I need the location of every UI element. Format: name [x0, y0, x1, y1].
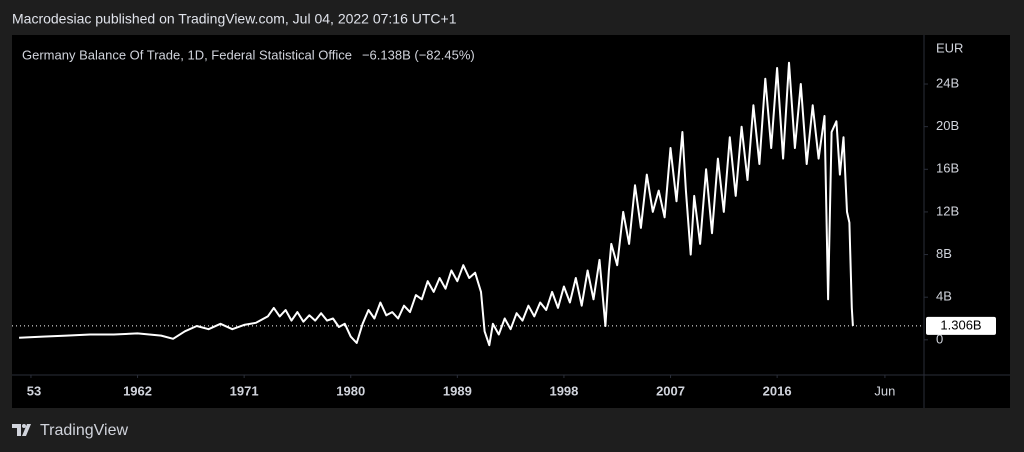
axis-label: EUR	[936, 40, 963, 55]
y-tick-label: 20B	[936, 118, 959, 133]
y-tick-label: 24B	[936, 75, 959, 90]
change: −6.138B (−82.45%)	[362, 47, 475, 62]
x-tick-label: 1971	[230, 383, 259, 398]
price-label-box	[926, 316, 996, 335]
price-label: 1.306B	[940, 317, 981, 332]
y-tick-label: 12B	[936, 203, 959, 218]
price-line	[19, 61, 854, 347]
y-tick-label: 8B	[936, 246, 952, 261]
x-tick-label: 1962	[123, 383, 152, 398]
footer: TradingView	[40, 422, 128, 439]
x-tick-label: 1998	[549, 383, 578, 398]
publisher: Macrodesiac published on TradingView.com…	[12, 11, 457, 27]
x-tick-label: 1980	[336, 383, 365, 398]
x-tick-label: 53	[27, 383, 41, 398]
x-tick-label: Jun	[874, 383, 895, 398]
x-tick-label: 2007	[656, 383, 685, 398]
y-tick-label: 16B	[936, 161, 959, 176]
x-tick-label: 1989	[443, 383, 472, 398]
chart-title: Germany Balance Of Trade, 1D, Federal St…	[22, 47, 352, 62]
y-tick-label: 4B	[936, 289, 952, 304]
chart-area	[12, 35, 1010, 408]
y-tick-label: 0	[936, 331, 943, 346]
logo	[12, 424, 31, 436]
x-tick-label: 2016	[763, 383, 792, 398]
